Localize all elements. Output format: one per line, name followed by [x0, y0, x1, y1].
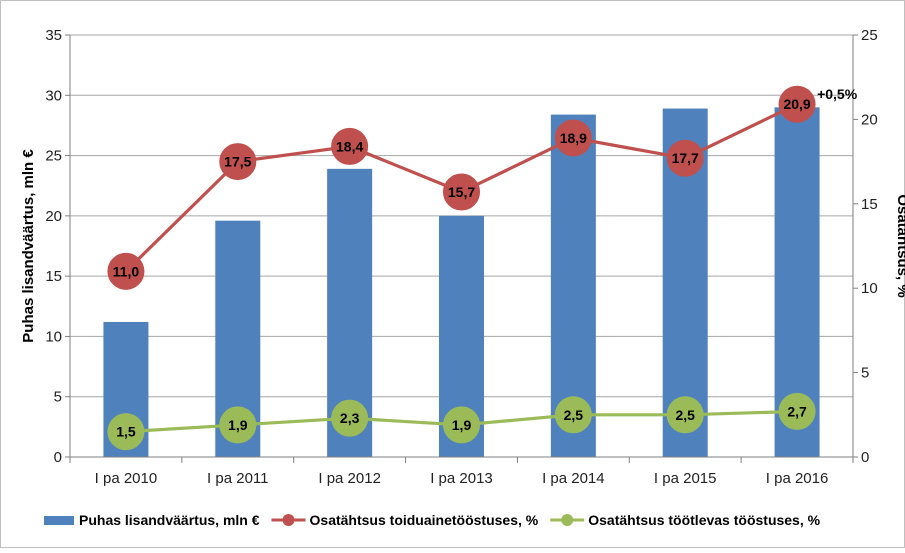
data-point	[219, 143, 257, 181]
data-label: 17,5	[224, 154, 251, 170]
bars	[103, 107, 820, 457]
legend-marker	[561, 514, 574, 526]
data-label: 18,9	[560, 130, 587, 146]
change-annotation: +0,5%	[817, 86, 858, 102]
data-point	[107, 252, 145, 290]
data-label: 15,7	[448, 184, 475, 200]
y-tick-label: 30	[45, 87, 62, 104]
data-label: 2,3	[340, 410, 360, 426]
data-point	[331, 399, 369, 437]
legend-label: Puhas lisandväärtus, mln €	[79, 512, 260, 528]
y2-tick-label: 10	[861, 280, 878, 297]
y-tick-label: 0	[54, 449, 62, 466]
y-axis-title: Puhas lisandväärtus, mln €	[20, 149, 37, 343]
y2-tick-label: 25	[861, 27, 878, 44]
legend-swatch	[44, 516, 74, 525]
data-point	[666, 396, 704, 434]
data-label: 1,9	[228, 417, 248, 433]
y-tick-label: 25	[45, 148, 62, 165]
y-tick-label: 20	[45, 208, 62, 225]
gridlines	[70, 34, 853, 398]
x-tick-label: I pa 2015	[654, 470, 717, 487]
legend: Puhas lisandväärtus, mln € Osatähtsus toi…	[44, 512, 821, 528]
y2-tick-label: 5	[861, 365, 869, 382]
y2-tick-label: 0	[861, 449, 869, 466]
data-label: 2,7	[787, 403, 807, 419]
data-point	[219, 406, 257, 444]
y-tick-label: 35	[45, 27, 62, 44]
data-label: 17,7	[672, 150, 699, 166]
y2-tick-label: 20	[861, 111, 878, 128]
markers: 11,0 17,5 18,4 15,7 18,9 17,7 20,9 1,5 1,9 2,3 1,9…	[107, 85, 816, 451]
x-tick-label: I pa 2011	[207, 470, 268, 487]
data-label: 18,4	[336, 138, 363, 154]
axes	[65, 34, 858, 463]
y2-axis-title: Osatähtsus, %	[894, 194, 905, 297]
data-label: 1,9	[452, 417, 472, 433]
y-tick-label: 5	[54, 389, 62, 406]
x-tick-label: I pa 2010	[95, 470, 158, 487]
legend-label: Osatähtsus töötlevas tööstuses, %	[588, 512, 820, 528]
data-label: 2,5	[675, 407, 695, 423]
data-point	[331, 127, 369, 165]
data-point	[554, 119, 592, 157]
data-label: 1,5	[116, 424, 136, 440]
x-tick-label: I pa 2016	[766, 470, 829, 487]
y2-tick-label: 15	[861, 196, 878, 213]
y-tick-label: 15	[45, 268, 62, 285]
tick-labels: 0 5 10 15 20 25 30 35 0 5 10 15 20 25 I pa 2010 I pa 20…	[45, 27, 877, 487]
x-tick-label: I pa 2012	[318, 470, 381, 487]
data-point	[778, 85, 816, 123]
data-point	[778, 392, 816, 430]
data-label: 2,5	[564, 407, 584, 423]
data-point	[443, 173, 480, 211]
legend-label: Osatähtsus toiduainetööstuses, %	[310, 512, 539, 528]
x-tick-label: I pa 2014	[542, 470, 605, 487]
legend-marker	[282, 514, 295, 526]
data-point	[443, 406, 480, 444]
data-point	[666, 139, 704, 177]
data-label: 20,9	[783, 96, 810, 112]
data-point	[107, 413, 145, 451]
y-tick-label: 10	[45, 328, 62, 345]
x-tick-label: I pa 2013	[430, 470, 493, 487]
data-point	[554, 396, 592, 434]
data-label: 11,0	[113, 263, 140, 279]
